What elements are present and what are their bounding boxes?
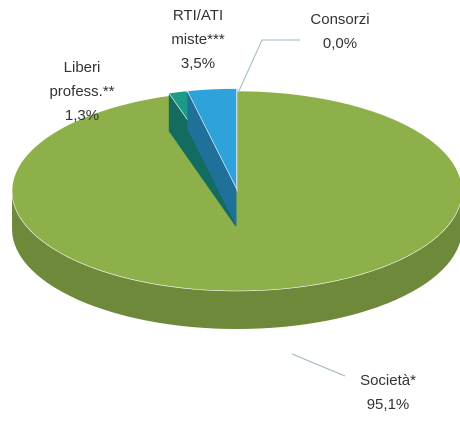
value-label: 1,3%: [65, 107, 99, 124]
slice-side: [12, 191, 460, 329]
category-label-line: Liberi: [64, 59, 101, 76]
slice-wall: [187, 90, 237, 227]
category-label: RTI/ATI miste***: [171, 7, 225, 48]
value-label: 95,1%: [367, 396, 410, 413]
category-label-line: RTI/ATI: [173, 7, 223, 24]
category-label: Liberi profess.**: [49, 59, 114, 100]
slice: [186, 88, 237, 189]
leader-line: [237, 39, 300, 94]
leader-line: [291, 353, 346, 377]
category-label: Consorzi: [310, 11, 369, 28]
category-label: Società*: [360, 372, 416, 389]
category-label-line: miste***: [171, 31, 225, 48]
value-label: 3,5%: [181, 55, 215, 72]
value-label: 0,0%: [323, 35, 357, 52]
slice-wall: [168, 93, 236, 227]
category-label-line: profess.**: [49, 83, 114, 100]
